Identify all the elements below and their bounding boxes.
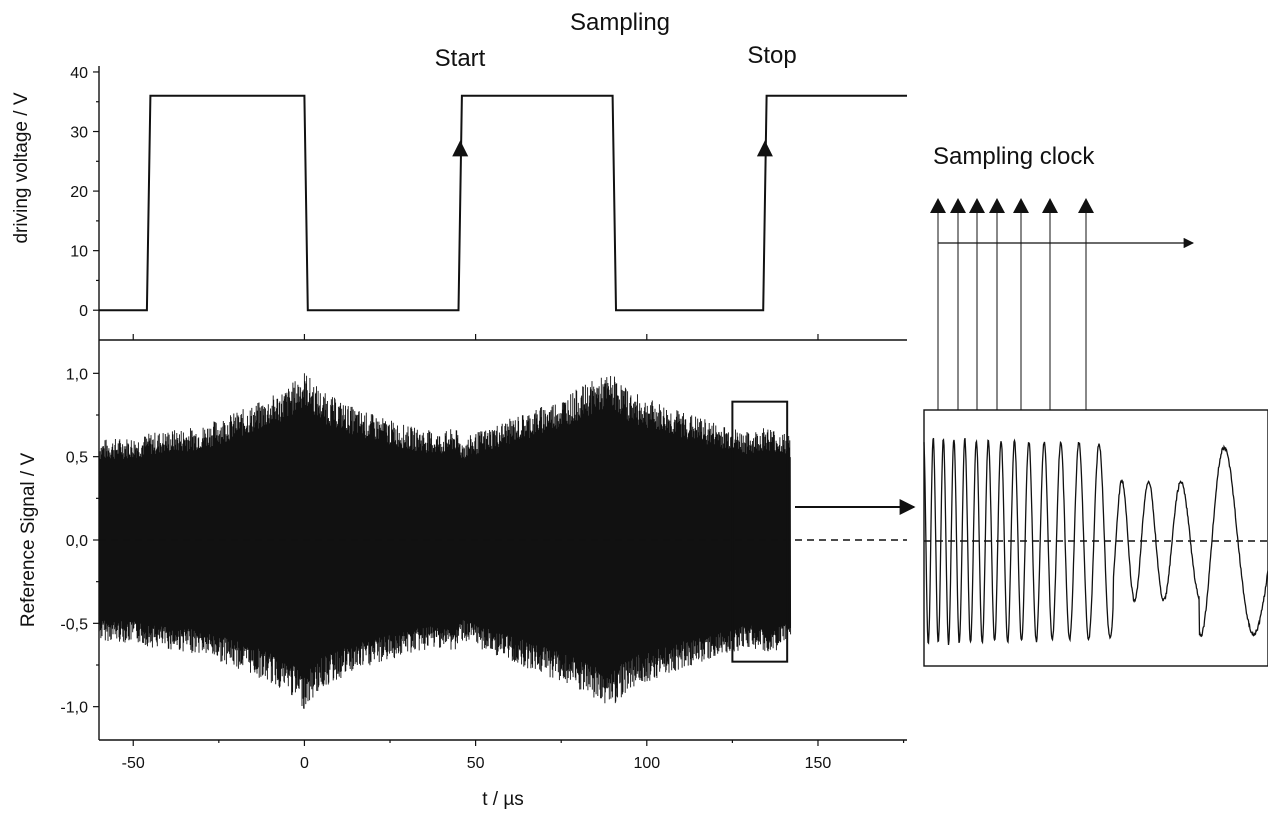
bottom-y-tick-label: 0,5 (66, 450, 88, 467)
x-tick-label: 0 (300, 755, 309, 772)
inset-signal-series (923, 437, 1268, 645)
stop-trigger-marker (756, 140, 773, 157)
x-tick-label: 100 (633, 755, 660, 772)
clock-marker (1078, 198, 1094, 213)
stop-label: Stop (747, 42, 796, 69)
start-trigger-marker (452, 140, 469, 157)
clock-marker (950, 198, 966, 213)
start-label: Start (435, 45, 486, 72)
sampling-clock-title: Sampling clock (933, 143, 1095, 170)
bottom-y-tick-label: 0,0 (66, 533, 88, 550)
top-y-axis-label: driving voltage / V (11, 92, 32, 243)
bottom-y-tick-label: -1,0 (60, 700, 88, 717)
bottom-y-tick-label: -0,5 (60, 616, 88, 633)
x-tick-label: 50 (467, 755, 485, 772)
driving-voltage-series (99, 94, 907, 312)
reference-signal-series (98, 373, 792, 709)
top-y-tick-label: 30 (70, 125, 88, 142)
driving-voltage-panel: 0 10 20 30 40 driving voltage / V Sampling S… (11, 9, 907, 341)
clock-marker (989, 198, 1005, 213)
inset-frame (923, 409, 1268, 667)
x-axis-label: t / µs (482, 789, 524, 810)
bottom-y-tick-label: 1,0 (66, 366, 88, 383)
clock-marker (1013, 198, 1029, 213)
sampling-title: Sampling (570, 9, 670, 36)
bottom-y-axis-label: Reference Signal / V (18, 453, 39, 628)
top-y-tick-label: 10 (70, 244, 88, 261)
clock-marker (1042, 198, 1058, 213)
clock-marker (969, 198, 985, 213)
top-y-tick-label: 40 (70, 65, 88, 82)
zoom-selection-box (731, 400, 789, 663)
x-tick-label: 150 (805, 755, 832, 772)
top-y-tick-label: 20 (70, 184, 88, 201)
top-y-tick-label: 0 (79, 303, 88, 320)
reference-signal-panel: -1,0 -0,5 0,0 0,5 1,0 -50 0 50 100 150 Reference… (18, 340, 916, 810)
clock-marker (930, 198, 946, 213)
zoom-inset: Sampling clock (923, 143, 1268, 667)
x-tick-label: -50 (122, 755, 145, 772)
